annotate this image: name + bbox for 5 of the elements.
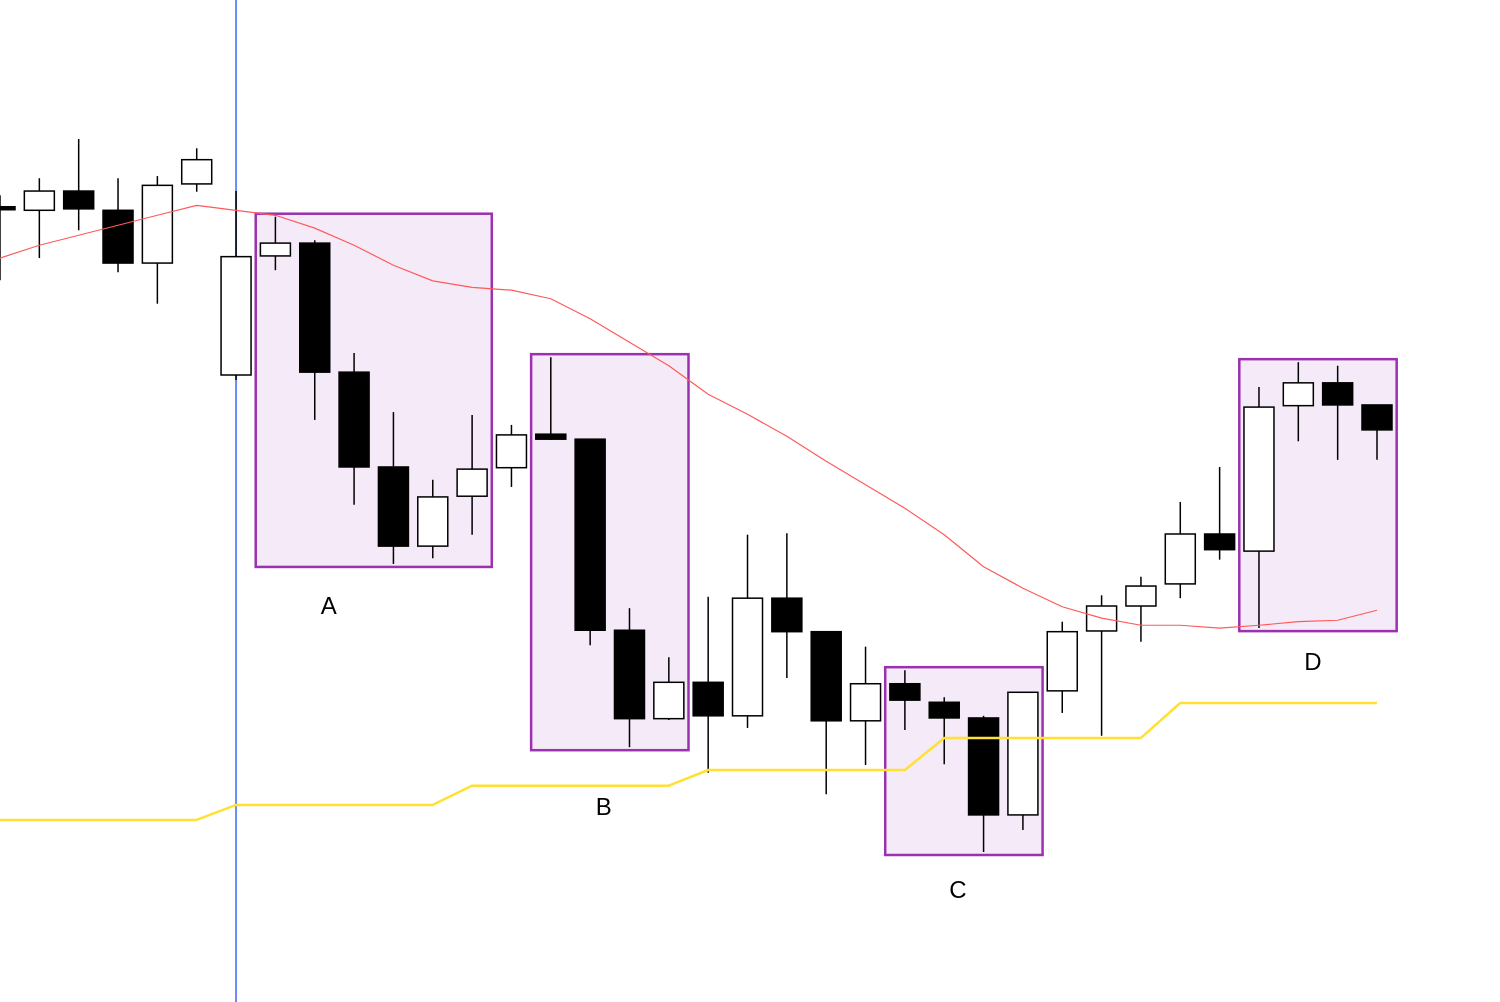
annotation: B xyxy=(595,793,612,821)
annotation: A xyxy=(320,591,337,619)
candlestick xyxy=(535,356,567,441)
text: C xyxy=(949,876,967,903)
annotation: D xyxy=(1304,648,1322,676)
